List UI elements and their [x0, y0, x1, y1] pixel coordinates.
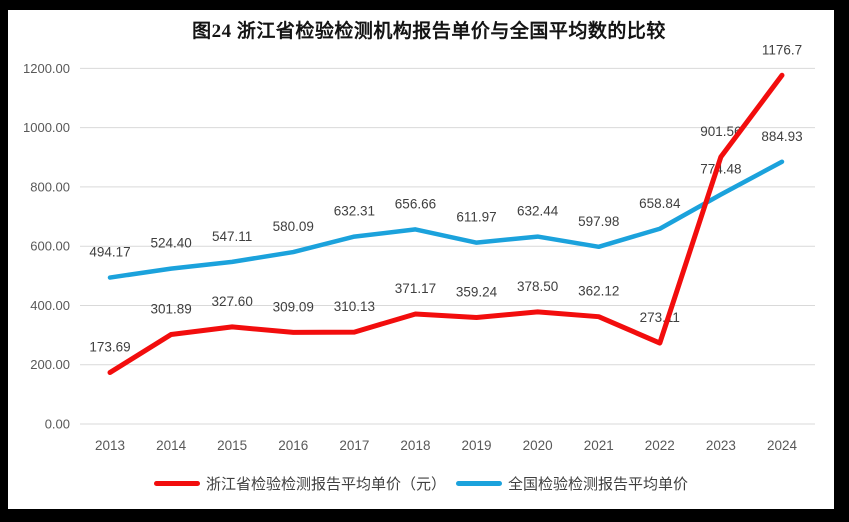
- legend-item-national: 全国检验检测报告平均单价: [456, 473, 688, 494]
- x-axis-tick-label: 2018: [400, 438, 430, 453]
- data-label-zhejiang: 301.89: [150, 302, 191, 317]
- data-label-national: 524.40: [150, 236, 191, 251]
- x-axis-tick-label: 2023: [706, 438, 736, 453]
- legend-label-zhejiang: 浙江省检验检测报告平均单价（元）: [205, 476, 446, 493]
- data-label-national: 611.97: [456, 210, 496, 225]
- y-axis-tick-label: 1200.00: [23, 61, 70, 76]
- data-label-national: 774.48: [700, 161, 741, 176]
- data-label-zhejiang: 362.12: [578, 284, 619, 299]
- x-axis-tick-label: 2014: [156, 438, 187, 453]
- legend-item-zhejiang: 浙江省检验检测报告平均单价（元）: [153, 473, 446, 494]
- data-label-national: 494.17: [89, 245, 130, 260]
- x-axis-tick-label: 2015: [217, 438, 247, 453]
- data-label-zhejiang: 310.13: [334, 299, 375, 314]
- y-axis-tick-label: 800.00: [30, 179, 70, 194]
- data-label-national: 597.98: [578, 214, 619, 229]
- data-label-national: 580.09: [273, 219, 314, 234]
- legend-swatch-zhejiang-line: [153, 481, 200, 486]
- series-line-national: [107, 159, 785, 280]
- x-axis-tick-label: 2017: [339, 438, 369, 453]
- y-axis-tick-label: 1000.00: [23, 120, 70, 135]
- data-label-zhejiang: 359.24: [456, 285, 498, 300]
- y-axis-tick-label: 0.00: [45, 417, 70, 432]
- y-axis-tick-label: 200.00: [30, 357, 70, 372]
- data-label-national: 632.44: [517, 204, 559, 219]
- x-axis-tick-label: 2020: [523, 438, 553, 453]
- y-axis-tick-label: 400.00: [30, 298, 70, 313]
- data-label-zhejiang: 378.50: [517, 279, 558, 294]
- chart-title: 图24 浙江省检验检测机构报告单价与全国平均数的比较: [192, 21, 666, 42]
- x-axis-tick-label: 2016: [278, 438, 308, 453]
- series-line-zhejiang: [107, 72, 785, 376]
- legend-label-national: 全国检验检测报告平均单价: [508, 476, 689, 493]
- line-chart-plot-area: 1200.00 1000.00 800.00 600.00 400.00 200.00 0.…: [23, 42, 815, 453]
- data-label-zhejiang: 1176.7: [762, 42, 802, 57]
- legend-swatch-national-line: [456, 481, 502, 486]
- data-label-zhejiang: 901.56: [700, 124, 741, 139]
- data-label-national: 547.11: [212, 229, 252, 244]
- x-axis-tick-label: 2022: [645, 438, 675, 453]
- data-label-national: 884.93: [761, 129, 802, 144]
- y-axis-tick-label: 600.00: [30, 239, 70, 254]
- data-label-zhejiang: 327.60: [212, 294, 253, 309]
- x-axis-tick-label: 2019: [462, 438, 492, 453]
- x-axis-tick-label: 2024: [767, 438, 798, 453]
- data-label-zhejiang: 309.09: [273, 299, 314, 314]
- data-label-national: 656.66: [395, 196, 436, 211]
- data-label-zhejiang: 371.17: [395, 281, 436, 296]
- data-label-national: 632.31: [334, 204, 375, 219]
- x-axis-tick-label: 2021: [584, 438, 614, 453]
- data-label-national: 658.84: [639, 196, 681, 211]
- chart-legend: 浙江省检验检测报告平均单价（元） 全国检验检测报告平均单价: [8, 473, 834, 494]
- chart-panel: 图24 浙江省检验检测机构报告单价与全国平均数的比较 1200.00 1000.0…: [8, 10, 834, 509]
- data-label-zhejiang: 173.69: [89, 340, 130, 355]
- x-axis-tick-label: 2013: [95, 438, 125, 453]
- data-label-zhejiang: 273.11: [640, 310, 680, 325]
